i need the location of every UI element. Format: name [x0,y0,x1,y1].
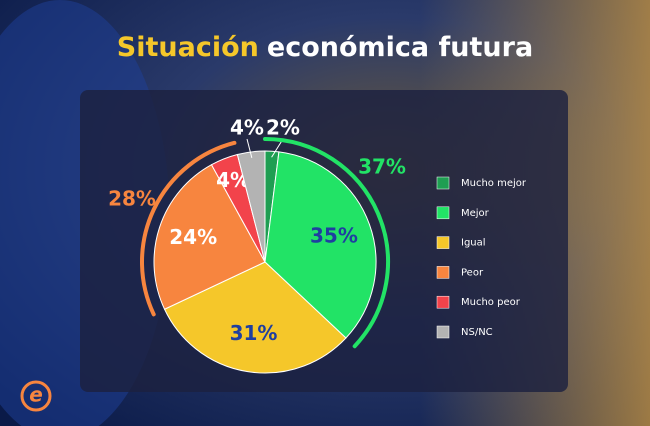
pie-slice [153,164,266,310]
legend-label: Peor [461,267,484,278]
slice-label: 2% [266,116,300,140]
legend-label: NS/NC [461,327,493,338]
title-rest: económica futura [267,32,533,63]
leader-line [271,138,284,158]
pie-slice [264,151,377,339]
group-label: 37% [358,155,406,179]
legend-label: Igual [461,238,486,249]
legend-swatch [436,236,450,249]
legend-swatch [436,325,450,339]
legend-label: Mejor [461,208,490,219]
group-arc [263,137,390,349]
pie-slice [163,261,347,374]
legend-swatch [436,176,450,190]
slice-label: 31% [230,321,278,345]
logo: e [20,380,52,412]
slice-label: 24% [169,225,217,249]
legend-label: Mucho peor [461,297,521,308]
chart-title: Situación económica futura [117,32,533,63]
title-highlight: Situación [117,32,259,63]
pie-slice [236,150,266,263]
group-arc [140,140,237,317]
svg-text:e: e [29,383,43,407]
slice-label: 35% [310,224,358,248]
legend-swatch [436,206,450,220]
legend-swatch [436,295,450,309]
legend-swatch [436,266,450,279]
slice-label: 4% [230,116,264,140]
group-label: 28% [108,187,156,211]
legend-label: Mucho mejor [461,178,527,189]
leader-line [246,138,253,158]
